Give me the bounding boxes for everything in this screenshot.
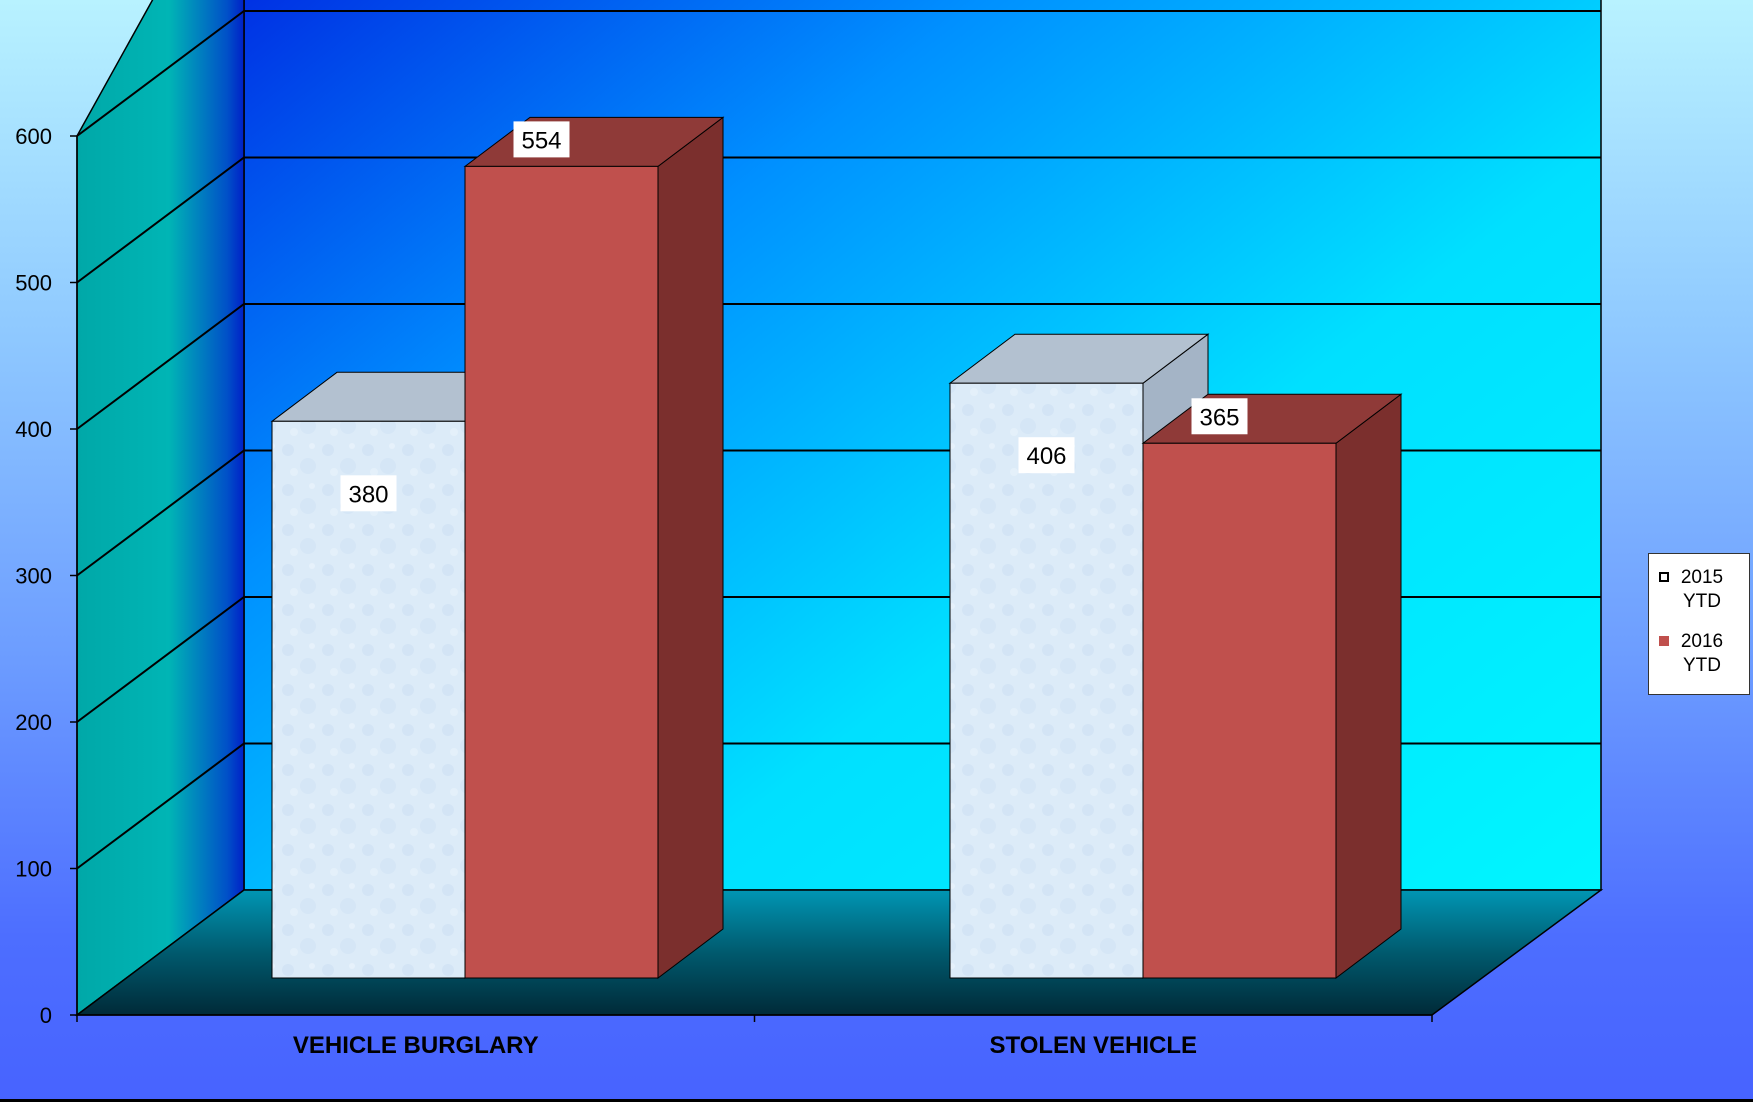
data-label: 365 (1199, 404, 1239, 431)
y-tick-label: 200 (15, 710, 52, 735)
data-label-box (1191, 398, 1248, 435)
legend-swatch-2016 (1659, 636, 1669, 646)
gridline (76, 156, 1601, 284)
category-label: VEHICLE BURGLARY (293, 1032, 539, 1059)
data-label: 380 (348, 481, 388, 508)
data-labels: 380 554 406 365 (340, 121, 1248, 512)
side-wall (76, 0, 245, 1017)
data-label-box (340, 475, 397, 512)
bottom-rule (0, 1099, 1753, 1102)
y-tick-label: 300 (15, 564, 52, 589)
bar-side (657, 116, 724, 980)
legend-label-2015: 2015 YTD (1680, 567, 1724, 612)
y-tick-label: 0 (40, 1003, 52, 1028)
axes: 0 100 200 300 400 500 600 VEHICLE BURGLARY STOLE… (15, 124, 1433, 1059)
legend-swatch-2015 (1659, 572, 1669, 582)
legend-item-2016: 2016 YTD (1659, 630, 1743, 678)
y-tick-label: 400 (15, 417, 52, 442)
bar (949, 382, 1144, 979)
gridline (76, 10, 1601, 137)
legend: 2015 YTD 2016 YTD (1648, 553, 1750, 695)
bars (270, 116, 1403, 980)
y-tick-label: 100 (15, 857, 52, 882)
data-label: 406 (1026, 443, 1066, 470)
category-label: STOLEN VEHICLE (989, 1032, 1197, 1059)
legend-item-2015: 2015 YTD (1659, 566, 1743, 614)
y-tick-label: 500 (15, 271, 52, 296)
bar (464, 165, 659, 979)
gridline (76, 303, 1601, 430)
data-label-box (513, 121, 570, 158)
data-label-box (1018, 437, 1075, 474)
y-tick-label: 600 (15, 124, 52, 149)
bar (271, 420, 466, 979)
legend-label-2016: 2016 YTD (1680, 631, 1724, 676)
bar (1142, 442, 1337, 979)
bar-side (1335, 393, 1402, 980)
data-label: 554 (521, 127, 561, 154)
